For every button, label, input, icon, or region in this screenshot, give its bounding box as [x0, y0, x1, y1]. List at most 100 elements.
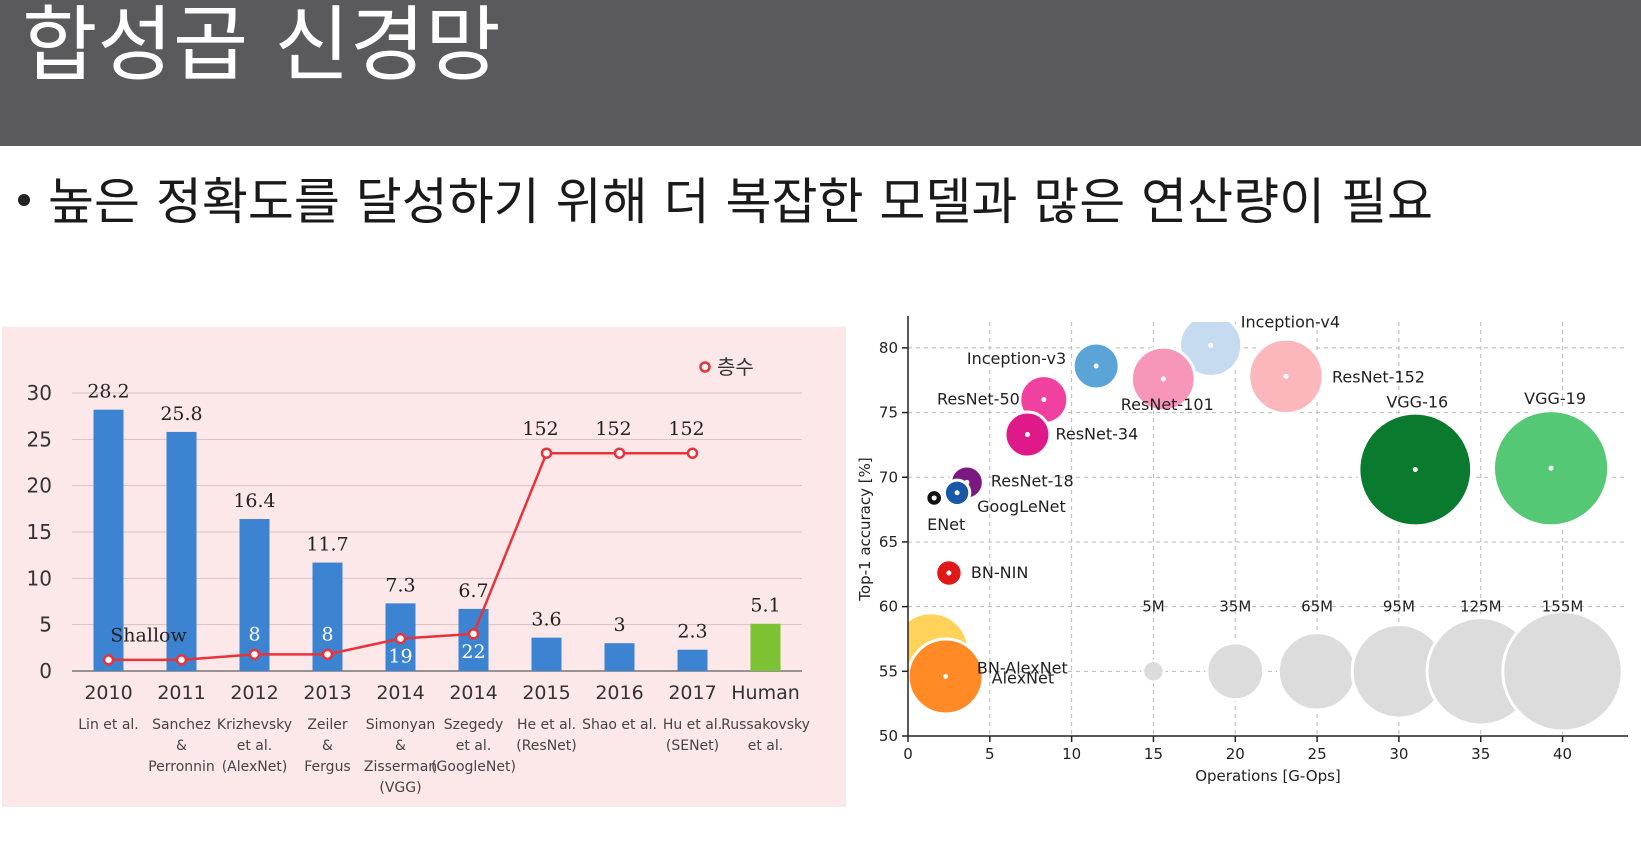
- model-label: ResNet-101: [1121, 395, 1214, 414]
- model-label: AlexNet: [992, 668, 1055, 687]
- size-legend-label: 95M: [1383, 598, 1415, 616]
- y-tick-label: 0: [39, 659, 52, 683]
- legend-marker-icon: [699, 361, 711, 373]
- model-label: VGG-19: [1524, 389, 1586, 408]
- bar: [166, 431, 197, 671]
- x-category-label: 2013: [303, 682, 351, 704]
- bar: [531, 637, 562, 671]
- author-label: Simonyan: [366, 717, 436, 733]
- bar-value-label: 28.2: [87, 381, 129, 403]
- x-tick-label: 5: [985, 745, 995, 763]
- author-label: Krizhevsky: [217, 717, 292, 733]
- author-label: (GoogleNet): [431, 759, 516, 775]
- model-label: ResNet-50: [937, 390, 1020, 409]
- model-label: ResNet-152: [1332, 367, 1425, 386]
- model-center-dot: [1160, 376, 1166, 382]
- x-tick-label: 40: [1553, 745, 1572, 763]
- author-label: Russakovsky: [721, 717, 810, 733]
- model-label: Inception-v3: [967, 349, 1066, 368]
- author-label: et al.: [456, 738, 491, 754]
- model-label: ENet: [927, 515, 965, 534]
- layers-label: 152: [595, 418, 631, 440]
- x-axis-label: Operations [G-Ops]: [1195, 767, 1341, 785]
- y-tick-label: 75: [879, 404, 898, 422]
- layers-label: 152: [668, 418, 704, 440]
- size-legend-label: 155M: [1542, 598, 1584, 616]
- bullet-dot-icon: [18, 193, 30, 206]
- model-label: BN-NIN: [971, 563, 1028, 582]
- author-label: et al.: [748, 738, 783, 754]
- size-legend-bubble: [1501, 610, 1624, 733]
- layers-point: [540, 447, 553, 459]
- y-tick-label: 25: [27, 427, 52, 451]
- layers-label: 152: [522, 418, 558, 440]
- shallow-label: Shallow: [110, 624, 187, 646]
- model-label: BN-AlexNet: [977, 659, 1068, 678]
- model-label: ResNet-34: [1055, 425, 1138, 444]
- bar-value-label: 3.6: [531, 609, 561, 631]
- y-tick-label: 55: [879, 662, 898, 680]
- y-tick-label: 50: [879, 727, 898, 745]
- author-label: (AlexNet): [222, 759, 288, 775]
- author-label: et al.: [237, 738, 272, 754]
- layers-label: 8: [248, 623, 260, 645]
- x-tick-label: 15: [1144, 745, 1163, 763]
- bullet-point: 높은 정확도를 달성하기 위해 더 복잡한 모델과 많은 연산량이 필요: [14, 162, 1433, 234]
- bar: [458, 608, 489, 671]
- author-label: (VGG): [379, 780, 421, 796]
- layers-point: [321, 648, 334, 661]
- x-tick-label: 10: [1062, 745, 1081, 763]
- y-tick-label: 5: [39, 613, 52, 637]
- model-center-dot: [1041, 397, 1047, 403]
- model-label: GoogLeNet: [977, 497, 1066, 516]
- bar-value-label: 6.7: [458, 580, 488, 602]
- y-tick-label: 80: [879, 339, 898, 357]
- layers-point: [102, 654, 115, 666]
- bar: [677, 649, 708, 671]
- bar: [93, 409, 124, 671]
- author-label: He et al.: [517, 717, 576, 733]
- x-category-label: 2014: [376, 682, 424, 704]
- model-center-dot: [1548, 465, 1554, 471]
- size-legend-label: 5M: [1142, 598, 1165, 616]
- layers-label: 19: [388, 646, 412, 668]
- model-center-dot: [943, 673, 949, 679]
- size-legend-label: 35M: [1219, 598, 1251, 616]
- model-label: VGG-16: [1386, 392, 1448, 411]
- y-tick-label: 60: [879, 598, 898, 616]
- model-center-dot: [946, 570, 952, 576]
- layers-point: [467, 628, 480, 640]
- author-label: Fergus: [304, 759, 350, 775]
- y-tick-label: 70: [879, 468, 898, 486]
- x-category-label: 2017: [668, 682, 716, 704]
- y-tick-label: 10: [27, 566, 52, 590]
- author-label: (SENet): [666, 738, 719, 754]
- model-bubble: [1178, 322, 1244, 378]
- model-center-dot: [1024, 432, 1030, 438]
- x-category-label: 2014: [449, 682, 497, 704]
- layers-chart: 0 5 10 15 20 25 30 28.2 2010 Lin et al. 25.8 2011 Sa…: [27, 355, 810, 796]
- author-label: Perronnin: [148, 759, 215, 775]
- model-center-dot: [1283, 373, 1289, 379]
- size-legend-label: 125M: [1460, 598, 1502, 616]
- x-category-label: Human: [731, 682, 800, 704]
- bar-value-label: 16.4: [233, 490, 275, 512]
- size-legend-label: 65M: [1301, 598, 1333, 616]
- bar-value-label: 25.8: [160, 403, 202, 425]
- author-label: &: [395, 738, 406, 754]
- layers-label: 8: [321, 623, 333, 645]
- author-label: (ResNet): [516, 738, 577, 754]
- bar-value-label: 3: [613, 614, 625, 636]
- y-tick-label: 65: [879, 533, 898, 551]
- model-label: Inception-v4: [1241, 312, 1340, 331]
- layers-point: [394, 632, 407, 645]
- x-tick-label: 30: [1389, 745, 1408, 763]
- model-center-dot: [1093, 363, 1099, 369]
- size-legend-bubble: [1141, 659, 1166, 684]
- x-category-label: 2011: [157, 682, 205, 704]
- bar: [750, 623, 781, 671]
- bar-value-label: 11.7: [306, 534, 348, 556]
- layers-point: [686, 447, 699, 459]
- bar-value-label: 5.1: [750, 595, 780, 617]
- slide-title: 합성곱 신경망: [22, 0, 501, 93]
